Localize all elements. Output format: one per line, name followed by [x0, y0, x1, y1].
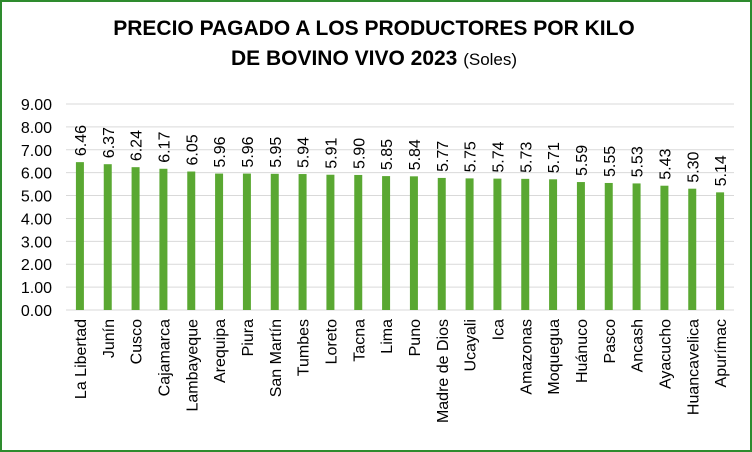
x-tick-label: Arequipa [212, 319, 229, 383]
bar [437, 177, 446, 310]
data-label: 5.96 [240, 136, 257, 167]
bar [187, 171, 196, 310]
y-tick-label: 0.00 [21, 303, 52, 320]
y-tick-label: 1.00 [21, 280, 52, 297]
x-tick-label: Huánuco [574, 319, 591, 383]
x-tick-label: Lambayeque [184, 319, 201, 412]
data-label: 6.37 [101, 127, 118, 158]
data-label: 5.30 [685, 151, 702, 182]
y-tick-label: 3.00 [21, 234, 52, 251]
bar [549, 179, 558, 310]
bar [716, 192, 725, 310]
x-tick-label: Madre de Dios [435, 319, 452, 423]
data-label: 5.94 [296, 137, 313, 168]
data-label: 6.17 [156, 132, 173, 163]
x-tick-label: Ayacucho [657, 319, 674, 389]
data-label: 5.14 [713, 155, 730, 186]
bar [409, 176, 418, 310]
x-tick-label: Huancavelica [685, 319, 702, 415]
bar [632, 183, 641, 310]
data-label: 5.90 [351, 138, 368, 169]
data-label: 5.74 [490, 141, 507, 172]
y-tick-label: 7.00 [21, 143, 52, 160]
chart-title-unit: (Soles) [463, 50, 518, 69]
bar [298, 174, 307, 310]
data-label: 5.53 [630, 146, 647, 177]
bar [493, 178, 502, 310]
bar [576, 182, 585, 310]
x-tick-label: Tacna [351, 319, 368, 362]
data-label: 5.95 [268, 137, 285, 168]
bar [75, 162, 84, 310]
data-label: 6.46 [73, 125, 90, 156]
bar [382, 176, 391, 310]
x-tick-label: Ica [490, 319, 507, 340]
bar [103, 164, 112, 310]
bar [326, 174, 335, 310]
data-label: 5.85 [379, 139, 396, 170]
chart-title: PRECIO PAGADO A LOS PRODUCTORES POR KILO… [0, 14, 748, 75]
data-label: 5.96 [212, 136, 229, 167]
data-label: 5.91 [323, 137, 340, 168]
data-label: 5.71 [546, 142, 563, 173]
x-tick-label: La Libertad [73, 319, 90, 399]
bar [604, 182, 613, 310]
x-tick-label: Lima [379, 319, 396, 354]
bar [242, 173, 251, 310]
data-label: 5.77 [435, 141, 452, 172]
y-tick-label: 4.00 [21, 211, 52, 228]
x-tick-label: Ancash [630, 319, 647, 372]
x-tick-label: Junín [101, 319, 118, 358]
y-tick-label: 6.00 [21, 166, 52, 183]
data-label: 5.73 [518, 142, 535, 173]
x-tick-label: Piura [240, 319, 257, 356]
bar [159, 168, 168, 310]
chart-title-line1: PRECIO PAGADO A LOS PRODUCTORES POR KILO [113, 17, 635, 40]
data-label: 6.24 [129, 130, 146, 161]
bar [688, 188, 697, 310]
x-tick-label: Moquegua [546, 319, 563, 395]
bar [270, 173, 279, 310]
x-tick-label: Tumbes [296, 319, 313, 376]
x-tick-label: Cajamarca [156, 319, 173, 396]
y-tick-label: 2.00 [21, 257, 52, 274]
x-tick-label: Loreto [323, 319, 340, 364]
x-tick-label: Amazonas [518, 319, 535, 395]
x-tick-label: Pasco [602, 319, 619, 364]
data-label: 5.59 [574, 145, 591, 176]
bar [131, 167, 140, 310]
data-label: 5.55 [602, 146, 619, 177]
y-tick-label: 5.00 [21, 189, 52, 206]
bar [354, 174, 363, 310]
chart-title-line2-text: DE BOVINO VIVO 2023 [230, 47, 458, 70]
bar [660, 185, 669, 310]
x-tick-label: Ucayali [463, 319, 480, 371]
bar [215, 173, 224, 310]
x-tick-label: Puno [407, 319, 424, 356]
bar [521, 178, 530, 310]
data-label: 5.84 [407, 139, 424, 170]
data-label: 5.43 [657, 148, 674, 179]
data-label: 6.05 [184, 134, 201, 165]
x-tick-label: San Martín [268, 319, 285, 397]
y-tick-label: 9.00 [21, 97, 52, 114]
data-label: 5.75 [463, 141, 480, 172]
chart-title-line2: DE BOVINO VIVO 2023 (Soles) [0, 44, 748, 75]
x-tick-label: Cusco [129, 319, 146, 364]
bar [465, 178, 474, 310]
x-tick-label: Apurímac [713, 319, 730, 387]
y-tick-label: 8.00 [21, 120, 52, 137]
